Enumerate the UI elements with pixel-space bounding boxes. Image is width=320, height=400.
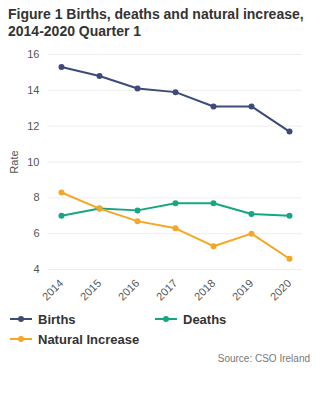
svg-text:2015: 2015 xyxy=(78,277,104,303)
svg-text:2016: 2016 xyxy=(116,277,142,303)
html-text:Deaths: Deaths xyxy=(183,311,227,327)
svg-text:6: 6 xyxy=(33,227,39,239)
svg-text:2019: 2019 xyxy=(230,277,256,303)
html-text:Source: CSO Ireland: Source: CSO Ireland xyxy=(217,353,310,364)
svg-text:12: 12 xyxy=(27,120,39,132)
svg-text:2014: 2014 xyxy=(40,277,66,303)
html-text:Births: Births xyxy=(38,311,76,327)
svg-text:10: 10 xyxy=(27,156,39,168)
html-text:Natural Increase: Natural Increase xyxy=(38,331,140,347)
html-text:Figure 1 Births, deaths and na: Figure 1 Births, deaths and natural incr… xyxy=(8,6,304,39)
svg-text:2018: 2018 xyxy=(192,277,218,303)
svg-text:8: 8 xyxy=(33,191,39,203)
svg-text:14: 14 xyxy=(27,84,39,96)
svg-text:2020: 2020 xyxy=(268,277,294,303)
svg-text:2017: 2017 xyxy=(154,277,180,303)
svg-text:16: 16 xyxy=(27,48,39,60)
svg-text:Rate: Rate xyxy=(8,150,20,173)
svg-text:4: 4 xyxy=(33,263,39,275)
